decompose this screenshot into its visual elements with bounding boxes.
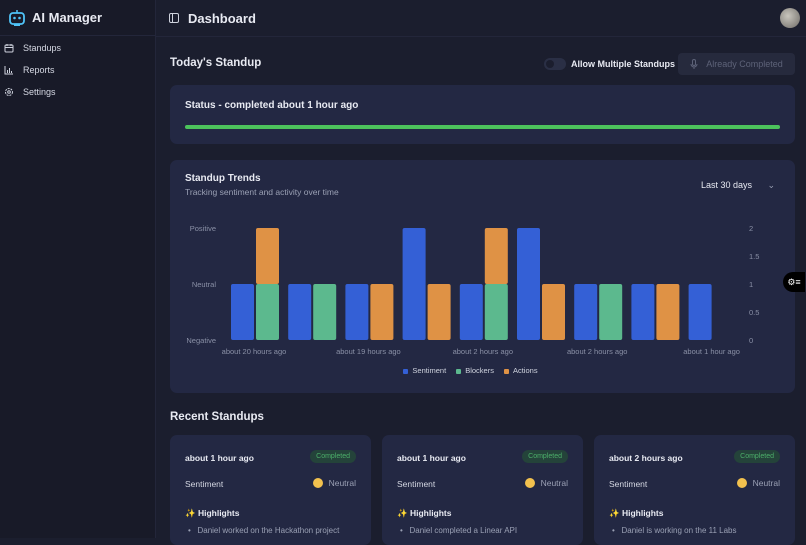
sidebar-toggle-icon[interactable] bbox=[169, 13, 179, 23]
bar-blockers[interactable] bbox=[484, 284, 508, 340]
sentiment-value: Neutral bbox=[524, 478, 568, 488]
status-badge: Completed bbox=[522, 450, 568, 463]
sentiment-label: Sentiment bbox=[185, 479, 224, 489]
standup-time: about 1 hour ago bbox=[397, 453, 466, 463]
allow-multiple-label: Allow Multiple Standups bbox=[571, 59, 675, 69]
highlights-heading: ✨ Highlights bbox=[609, 508, 664, 518]
x-axis-tick: about 1 hour ago bbox=[683, 347, 740, 356]
chart-legend: Sentiment Blockers Actions bbox=[0, 366, 806, 375]
trends-subtitle: Tracking sentiment and activity over tim… bbox=[185, 187, 339, 197]
highlight-item: • Daniel worked on the Hackathon project bbox=[188, 526, 340, 535]
sidebar-item-standups[interactable]: Standups bbox=[0, 37, 155, 59]
highlights-heading: ✨ Highlights bbox=[185, 508, 240, 518]
standup-card[interactable]: about 1 hour ago Completed Sentiment Neu… bbox=[170, 435, 371, 545]
already-completed-button[interactable]: Already Completed bbox=[678, 53, 795, 75]
sidebar-item-label: Settings bbox=[23, 87, 56, 97]
gear-icon bbox=[5, 88, 13, 96]
legend-blockers: Blockers bbox=[456, 366, 494, 375]
right-axis-tick: 1.5 bbox=[749, 252, 759, 261]
bar-actions[interactable] bbox=[370, 284, 394, 340]
date-range-select[interactable]: Last 30 days ⌄ bbox=[687, 174, 781, 196]
right-axis-tick: 1 bbox=[749, 280, 753, 289]
bar-actions[interactable] bbox=[484, 228, 508, 284]
microphone-icon bbox=[690, 59, 698, 69]
legend-sentiment: Sentiment bbox=[403, 366, 446, 375]
bar-blockers[interactable] bbox=[256, 284, 279, 340]
bar-sentiment[interactable] bbox=[402, 228, 426, 340]
bar-blockers[interactable] bbox=[313, 284, 337, 340]
bar-actions[interactable] bbox=[542, 284, 565, 340]
status-badge: Completed bbox=[310, 450, 356, 463]
top-bar: Dashboard bbox=[156, 0, 806, 37]
sentiment-label: Sentiment bbox=[397, 479, 436, 489]
standup-time: about 1 hour ago bbox=[185, 453, 254, 463]
x-axis-tick: about 19 hours ago bbox=[336, 347, 401, 356]
bar-actions[interactable] bbox=[256, 228, 279, 284]
bar-sentiment[interactable] bbox=[231, 284, 254, 340]
left-axis-tick: Neutral bbox=[192, 280, 217, 289]
sentiment-value: Neutral bbox=[736, 478, 780, 488]
bar-actions[interactable] bbox=[427, 284, 451, 340]
neutral-face-icon bbox=[736, 478, 747, 488]
bar-sentiment[interactable] bbox=[345, 284, 369, 340]
bar-sentiment[interactable] bbox=[517, 228, 540, 340]
toolbar-toggle-button[interactable]: ⚙≡ bbox=[783, 272, 805, 292]
bar-sentiment[interactable] bbox=[688, 284, 712, 340]
right-axis-tick: 0 bbox=[749, 336, 753, 345]
neutral-face-icon bbox=[524, 478, 535, 488]
sidebar-item-settings[interactable]: Settings bbox=[0, 81, 155, 103]
recent-standups-heading: Recent Standups bbox=[170, 411, 264, 423]
robot-logo-icon bbox=[9, 9, 25, 26]
right-axis-tick: 0.5 bbox=[749, 308, 759, 317]
button-label: Already Completed bbox=[706, 59, 783, 69]
bar-sentiment[interactable] bbox=[574, 284, 598, 340]
highlight-item: • Daniel completed a Linear API bbox=[400, 526, 518, 535]
sentiment-label: Sentiment bbox=[609, 479, 648, 489]
bar-blockers[interactable] bbox=[599, 284, 623, 340]
app-name: AI Manager bbox=[32, 10, 103, 25]
calendar-icon bbox=[4, 44, 14, 53]
x-axis-tick: about 2 hours ago bbox=[453, 347, 513, 356]
standup-time: about 2 hours ago bbox=[609, 453, 683, 463]
x-axis-tick: about 20 hours ago bbox=[222, 347, 287, 356]
legend-actions: Actions bbox=[503, 366, 538, 375]
chevron-down-icon: ⌄ bbox=[767, 179, 775, 190]
status-progress-bar bbox=[185, 125, 780, 129]
sidebar-item-label: Reports bbox=[23, 65, 55, 75]
left-axis-tick: Negative bbox=[186, 336, 216, 345]
sentiment-value: Neutral bbox=[312, 478, 356, 488]
highlight-item: • Daniel is working on the 11 Labs bbox=[612, 526, 737, 535]
sidebar-item-reports[interactable]: Reports bbox=[0, 59, 155, 81]
bar-sentiment[interactable] bbox=[288, 284, 312, 340]
settings-list-icon: ⚙≡ bbox=[787, 276, 801, 287]
status-text: Status - completed about 1 hour ago bbox=[185, 100, 359, 111]
status-badge: Completed bbox=[734, 450, 780, 463]
sidebar: AI Manager Standups Reports Settings bbox=[0, 0, 156, 538]
x-axis-tick: about 2 hours ago bbox=[567, 347, 627, 356]
app-brand[interactable]: AI Manager bbox=[0, 0, 155, 36]
bar-sentiment[interactable] bbox=[631, 284, 655, 340]
status-card: Status - completed about 1 hour ago bbox=[170, 85, 795, 144]
bar-actions[interactable] bbox=[656, 284, 680, 340]
page-title: Dashboard bbox=[188, 10, 256, 26]
allow-multiple-toggle[interactable] bbox=[544, 58, 566, 70]
neutral-face-icon bbox=[312, 478, 323, 488]
todays-standup-heading: Today's Standup bbox=[170, 57, 262, 69]
progress-fill bbox=[185, 125, 780, 129]
standup-card[interactable]: about 2 hours ago Completed Sentiment Ne… bbox=[594, 435, 795, 545]
highlights-heading: ✨ Highlights bbox=[397, 508, 452, 518]
right-axis-tick: 2 bbox=[749, 224, 753, 233]
sidebar-item-label: Standups bbox=[23, 43, 62, 53]
trends-title: Standup Trends bbox=[185, 173, 261, 184]
user-avatar[interactable] bbox=[780, 8, 800, 28]
standup-card[interactable]: about 1 hour ago Completed Sentiment Neu… bbox=[382, 435, 583, 545]
bar-chart-icon bbox=[4, 66, 13, 75]
left-axis-tick: Positive bbox=[190, 224, 216, 233]
bar-sentiment[interactable] bbox=[459, 284, 483, 340]
date-range-value: Last 30 days bbox=[701, 180, 753, 190]
